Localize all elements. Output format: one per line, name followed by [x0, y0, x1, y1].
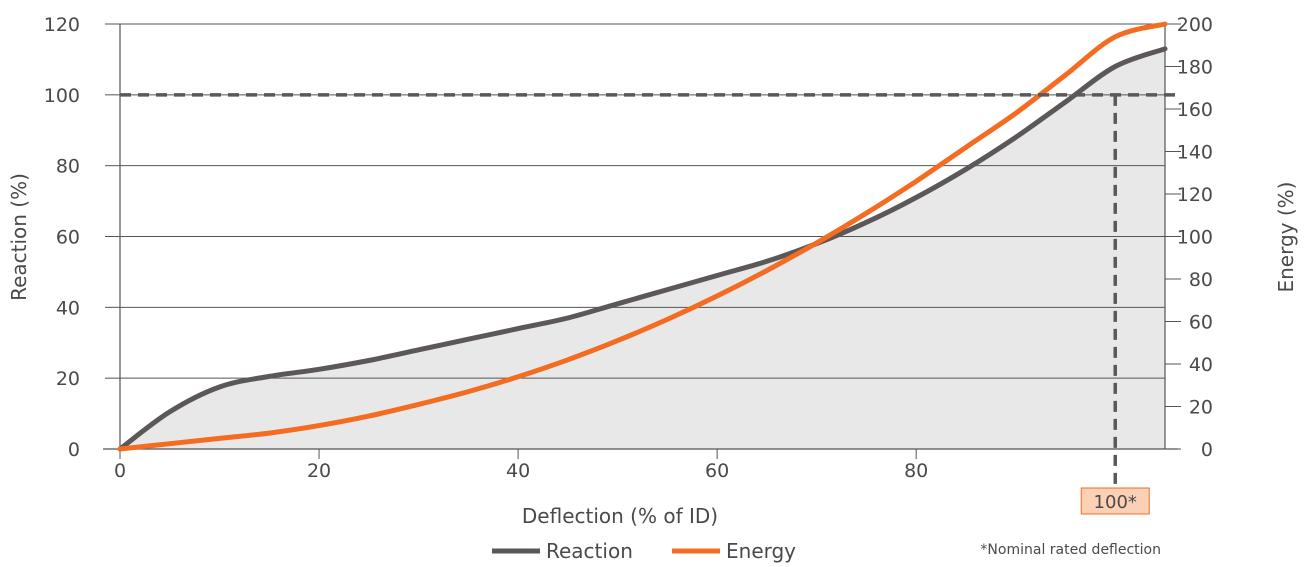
- y2-tick-label-80: 80: [1189, 269, 1213, 291]
- x-axis-title: Deflection (% of ID): [522, 504, 718, 528]
- y2-tick-label-0: 0: [1201, 439, 1213, 461]
- y2-tick-label-120: 120: [1177, 184, 1213, 206]
- reaction-area-layer: [120, 48, 1165, 450]
- y-tick-label-20: 20: [56, 368, 80, 390]
- reference-label-box: [1080, 487, 1150, 515]
- axis-layer: 0 20 40 60 80 100 120 0 20 40 60 80 100 120 140 160 180 2…: [44, 14, 1213, 482]
- x-tick-label-0: 0: [114, 460, 126, 482]
- y2-tick-label-140: 140: [1177, 142, 1213, 164]
- y2-tick-label-40: 40: [1189, 354, 1213, 376]
- y2-tick-label-180: 180: [1177, 57, 1213, 79]
- x-tick-label-60: 60: [705, 460, 729, 482]
- y2-tick-label-60: 60: [1189, 312, 1213, 334]
- x-tick-label-40: 40: [506, 460, 530, 482]
- reaction-area: [120, 48, 1165, 450]
- reference-label: 100*: [1094, 492, 1137, 513]
- legend-label-energy: Energy: [726, 539, 796, 563]
- series-line-energy: [117, 21, 1168, 452]
- y-axis-title: Reaction (%): [7, 173, 31, 301]
- legend: Reaction Energy: [492, 539, 796, 563]
- y2-axis-title: Energy (%): [1274, 182, 1298, 293]
- y2-tick-label-20: 20: [1189, 397, 1213, 419]
- y-tick-label-40: 40: [56, 297, 80, 319]
- y2-tick-label-200: 200: [1177, 14, 1213, 36]
- y-tick-label-60: 60: [56, 227, 80, 249]
- y-tick-label-100: 100: [44, 85, 80, 107]
- reference-layer: 100*: [120, 93, 1178, 515]
- y-tick-label-0: 0: [68, 439, 80, 461]
- x-tick-label-20: 20: [307, 460, 331, 482]
- footnote: *Nominal rated deflection: [980, 542, 1161, 558]
- series-line-reaction: [117, 46, 1168, 452]
- x-tick-label-80: 80: [904, 460, 928, 482]
- y-tick-label-80: 80: [56, 156, 80, 178]
- legend-label-reaction: Reaction: [546, 539, 633, 563]
- y2-tick-label-100: 100: [1177, 227, 1213, 249]
- series-layer: [117, 21, 1168, 452]
- y2-tick-label-160: 160: [1177, 99, 1213, 121]
- y-tick-label-120: 120: [44, 14, 80, 36]
